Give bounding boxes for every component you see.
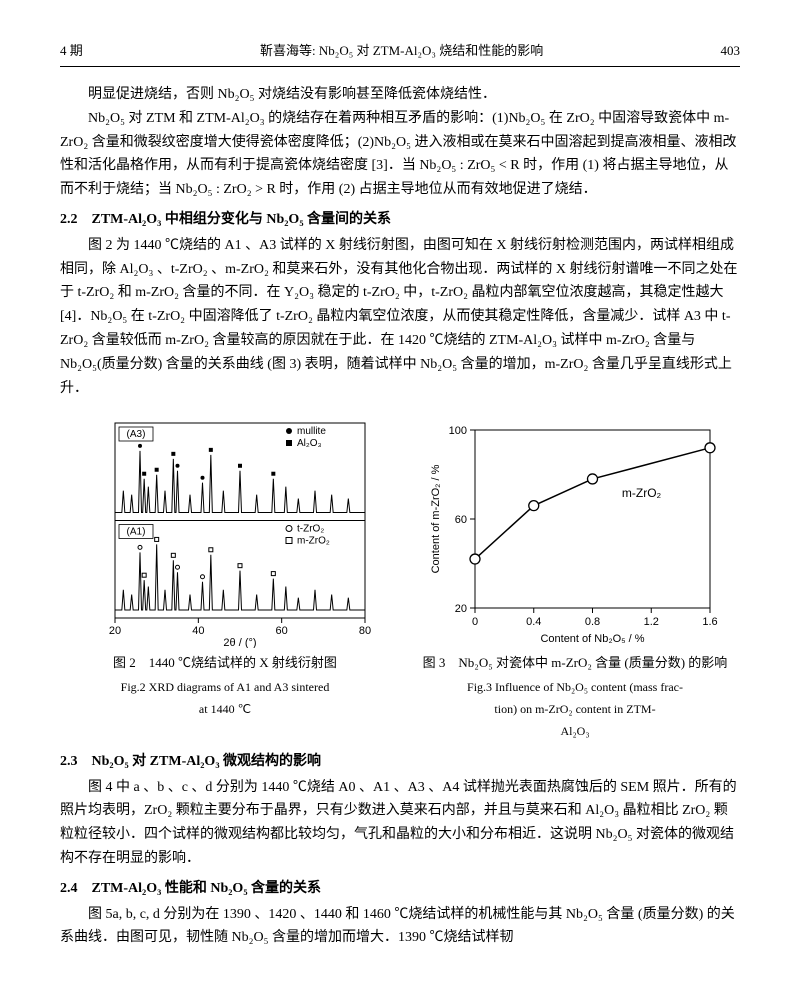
svg-text:80: 80 xyxy=(359,625,371,637)
section-2-2-heading: 2.2 ZTM-Al₂O₃ 中相组分变化与 Nb₂O₅ 含量间的关系 xyxy=(60,208,740,232)
paragraph-2: Nb₂O₅ 对 ZTM 和 ZTM-Al₂O₃ 的烧结存在着两种相互矛盾的影响：… xyxy=(60,107,740,202)
paragraph-5: 图 5a, b, c, d 分别为在 1390 、1420 、1440 和 14… xyxy=(60,903,740,951)
page-header: 4 期 靳喜海等: Nb₂O₅ 对 ZTM-Al₂O₃ 烧结和性能的影响 403 xyxy=(60,40,740,67)
figures-row: 204060802θ / (°)(A3)mulliteAl₂O₃(A1)t-Zr… xyxy=(60,418,740,741)
fig3-caption-en-1: Fig.3 Influence of Nb₂O₅ content (mass f… xyxy=(410,677,740,697)
header-title: 靳喜海等: Nb₂O₅ 对 ZTM-Al₂O₃ 烧结和性能的影响 xyxy=(83,40,721,62)
figure-2: 20 40 60 80 2θ / (°) (A3) mulliteAl₂O₃ (A1) t-Zr… xyxy=(60,418,390,741)
paragraph-3: 图 2 为 1440 ℃烧结的 A1 、A3 试样的 X 射线衍射图，由图可知在… xyxy=(60,234,740,401)
svg-text:m-ZrO₂: m-ZrO₂ xyxy=(297,536,330,547)
header-issue: 4 期 xyxy=(60,40,83,62)
svg-text:20: 20 xyxy=(455,603,467,615)
svg-text:60: 60 xyxy=(276,625,288,637)
svg-text:(A1): (A1) xyxy=(127,527,146,538)
fig3-chart: 0 0.4 0.8 1.2 1.6 20 60 100 m-ZrO₂ Content of Nb₂… xyxy=(425,418,725,648)
svg-text:1.6: 1.6 xyxy=(702,616,717,628)
svg-text:100: 100 xyxy=(449,425,467,437)
svg-text:t-ZrO₂: t-ZrO₂ xyxy=(297,524,324,535)
fig3-caption-cn: 图 3 Nb₂O₅ 对瓷体中 m-ZrO₂ 含量 (质量分数) 的影响 xyxy=(410,652,740,674)
svg-text:2θ / (°): 2θ / (°) xyxy=(223,637,256,648)
figure-3: 0 0.4 0.8 1.2 1.6 20 60 100 m-ZrO₂ Content of Nb₂… xyxy=(410,418,740,741)
svg-text:1.2: 1.2 xyxy=(644,616,659,628)
svg-text:mullite: mullite xyxy=(297,426,326,437)
svg-text:0: 0 xyxy=(472,616,478,628)
paragraph-1: 明显促进烧结，否则 Nb₂O₅ 对烧结没有影响甚至降低瓷体烧结性． xyxy=(60,83,740,107)
fig3-caption-en-3: Al₂O₃ xyxy=(410,721,740,741)
svg-text:Al₂O₃: Al₂O₃ xyxy=(297,438,322,449)
svg-text:Content of m-ZrO₂ / %: Content of m-ZrO₂ / % xyxy=(430,465,442,574)
svg-text:20: 20 xyxy=(109,625,121,637)
svg-text:(A3): (A3) xyxy=(127,429,146,440)
header-pagenum: 403 xyxy=(721,40,741,62)
fig2-caption-en-1: Fig.2 XRD diagrams of A1 and A3 sintered xyxy=(60,677,390,697)
svg-text:m-ZrO₂: m-ZrO₂ xyxy=(622,486,662,500)
svg-text:60: 60 xyxy=(455,514,467,526)
fig2-chart: 20 40 60 80 2θ / (°) (A3) mulliteAl₂O₃ (A1) t-Zr… xyxy=(75,418,375,648)
svg-text:0.8: 0.8 xyxy=(585,616,600,628)
fig2-caption-cn: 图 2 1440 ℃烧结试样的 X 射线衍射图 xyxy=(60,652,390,674)
section-2-4-heading: 2.4 ZTM-Al₂O₃ 性能和 Nb₂O₅ 含量的关系 xyxy=(60,877,740,901)
paragraph-4: 图 4 中 a 、b 、c 、d 分别为 1440 ℃烧结 A0 、A1 、A3… xyxy=(60,776,740,871)
fig2-caption-en-2: at 1440 ℃ xyxy=(60,699,390,719)
fig3-caption-en-2: tion) on m-ZrO₂ content in ZTM- xyxy=(410,699,740,719)
svg-text:Content of Nb₂O₅ / %: Content of Nb₂O₅ / % xyxy=(540,633,644,645)
svg-text:0.4: 0.4 xyxy=(526,616,541,628)
section-2-3-heading: 2.3 Nb₂O₅ 对 ZTM-Al₂O₃ 微观结构的影响 xyxy=(60,750,740,774)
svg-text:40: 40 xyxy=(192,625,204,637)
